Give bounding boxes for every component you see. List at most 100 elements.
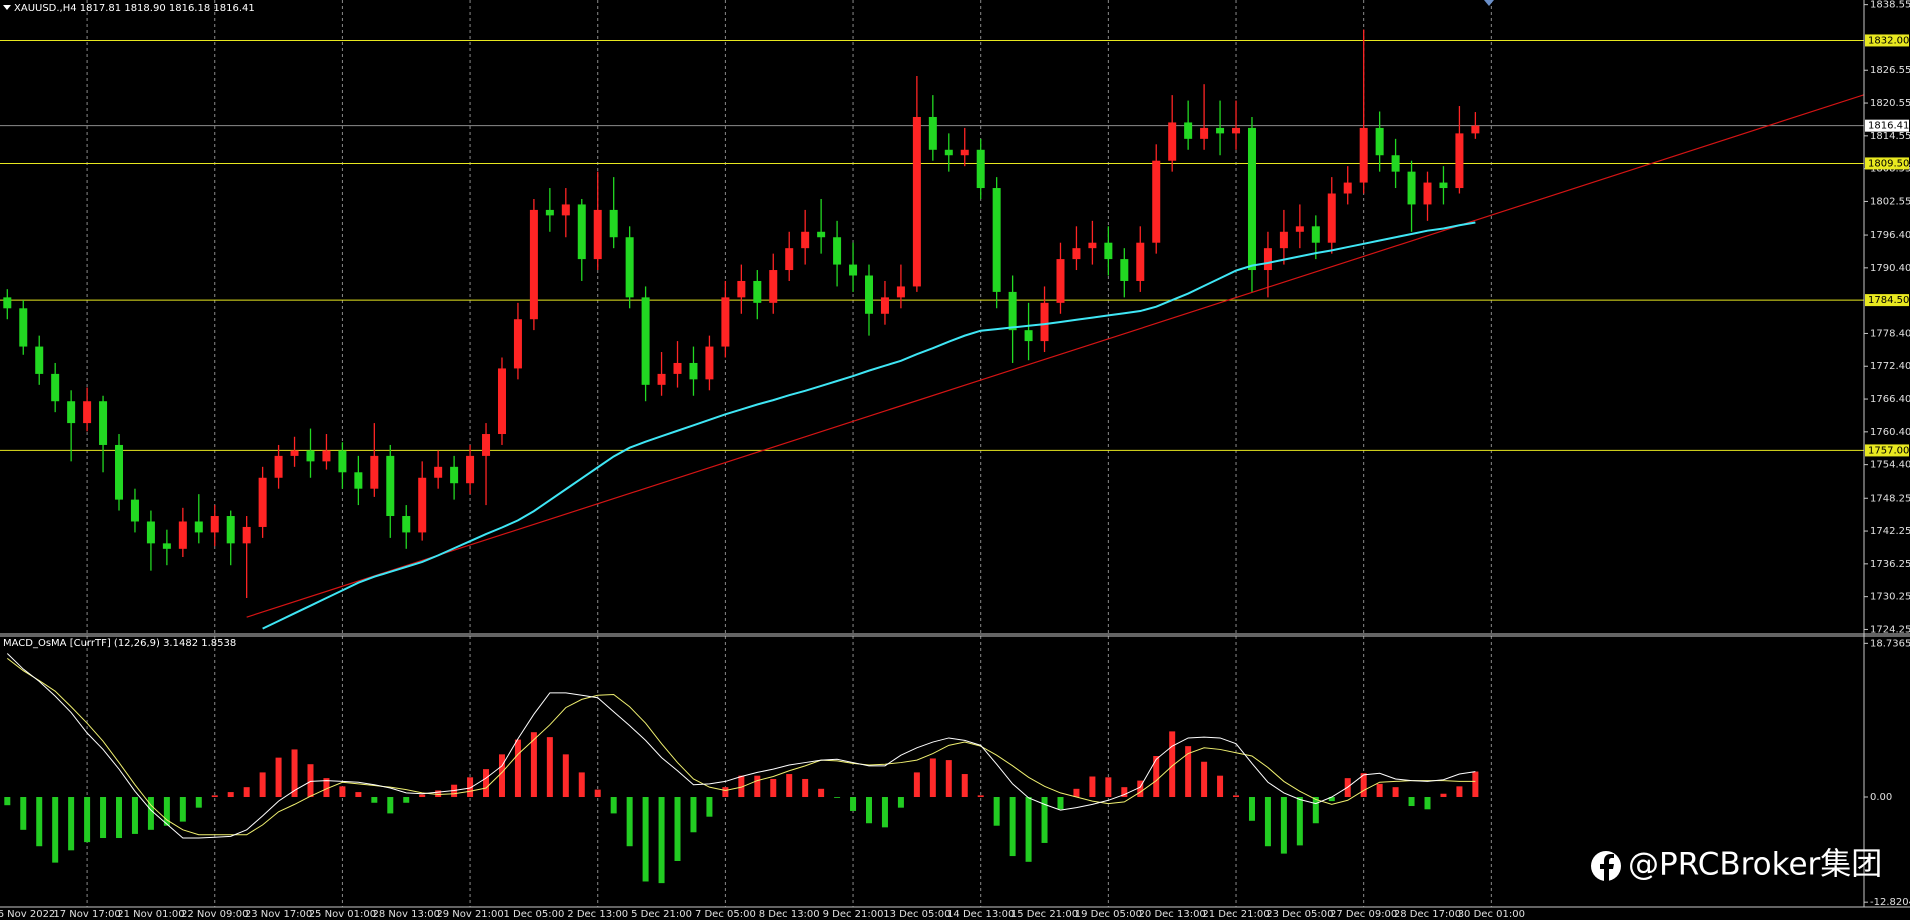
candle-body — [1136, 242, 1145, 281]
y-tick-label: 1778.40 — [1870, 328, 1910, 339]
candle-body — [529, 209, 538, 320]
y-tick-label: 0.00 — [1870, 792, 1892, 803]
osma-bar — [1392, 787, 1399, 798]
trendline — [246, 219, 1476, 618]
candle-body — [115, 444, 124, 500]
y-tick-label: 1742.25 — [1870, 526, 1910, 537]
candle-body — [992, 188, 1001, 292]
candle-body — [226, 516, 235, 544]
candle-body — [99, 401, 108, 445]
x-tick-label: 7 Dec 05:00 — [695, 909, 756, 920]
osma-bar — [642, 797, 649, 882]
osma-bar — [738, 775, 745, 798]
osma-bar — [674, 797, 681, 861]
y-tick-label: 1766.40 — [1870, 394, 1910, 405]
x-tick-label: 23 Dec 05:00 — [1266, 909, 1333, 920]
candle-body — [960, 149, 969, 156]
price-panel — [0, 29, 1864, 630]
osma-bar — [36, 797, 43, 847]
osma-bar — [1312, 797, 1319, 824]
osma-bar — [1169, 731, 1176, 798]
osma-bar — [1280, 797, 1287, 854]
x-tick-label: 14 Dec 13:00 — [947, 909, 1014, 920]
x-tick-label: 1 Dec 05:00 — [503, 909, 564, 920]
candle-body — [513, 319, 522, 369]
osma-bar — [1009, 797, 1016, 857]
candle-body — [1311, 226, 1320, 243]
osma-bar — [1041, 797, 1048, 843]
osma-bar — [1472, 771, 1479, 798]
osma-bar — [1089, 776, 1096, 798]
osma-bar — [1408, 797, 1415, 807]
y-tick-label: 1826.55 — [1870, 65, 1910, 76]
candle-body — [769, 270, 778, 303]
candle-body — [577, 204, 586, 260]
osma-bar — [435, 790, 442, 798]
x-tick-label: 19 Dec 05:00 — [1075, 909, 1142, 920]
candle-body — [1024, 330, 1033, 342]
candle-body — [641, 297, 650, 385]
candle-body — [386, 455, 395, 517]
candle-body — [242, 526, 251, 544]
level-label-box — [1865, 157, 1909, 170]
candle-body — [593, 209, 602, 260]
osma-bar — [1376, 783, 1383, 798]
osma-bar — [419, 794, 426, 798]
y-tick-label: 18.7365 — [1870, 638, 1910, 649]
last-price-label: 1816.41 — [1868, 121, 1909, 132]
candle-body — [1072, 248, 1081, 260]
x-tick-label: 28 Dec 17:00 — [1394, 909, 1461, 920]
osma-bar — [1105, 777, 1112, 798]
x-tick-label: 16 Nov 2022 — [0, 909, 55, 920]
level-label: 1809.50 — [1868, 158, 1909, 169]
osma-bar — [993, 797, 1000, 826]
x-tick-label: 27 Dec 09:00 — [1330, 909, 1397, 920]
osma-bar — [4, 797, 11, 806]
indicator-header: MACD_OsMA [CurrTF] (12,26,9) 3.1482 1.85… — [3, 638, 236, 649]
osma-bar — [307, 764, 314, 798]
x-tick-label: 13 Dec 05:00 — [883, 909, 950, 920]
y-tick-label: 1814.55 — [1870, 131, 1910, 142]
osma-bar — [929, 758, 936, 798]
candle-body — [1008, 291, 1017, 331]
candle-body — [1359, 127, 1368, 183]
osma-bar — [100, 797, 107, 839]
candle-body — [1088, 242, 1097, 249]
osma-bar — [658, 797, 665, 884]
osma-bar — [275, 757, 282, 798]
level-label: 1832.00 — [1868, 35, 1909, 46]
osma-bar — [514, 739, 521, 798]
candle-body — [912, 116, 921, 287]
candle-body — [896, 286, 905, 298]
candle-body — [545, 209, 554, 216]
candle-body — [51, 373, 60, 402]
candle-body — [753, 280, 762, 303]
x-tick-label: 8 Dec 13:00 — [759, 909, 820, 920]
candle-body — [370, 455, 379, 489]
candle-body — [466, 455, 475, 484]
candle-body — [3, 297, 12, 309]
candle-body — [625, 237, 634, 298]
candle-body — [1184, 122, 1193, 139]
osma-bar — [68, 797, 75, 851]
osma-bar — [1073, 788, 1080, 798]
candle-body — [35, 346, 44, 374]
osma-bar — [1185, 746, 1192, 798]
candle-body — [944, 149, 953, 156]
candle-body — [609, 209, 618, 238]
candle-body — [290, 450, 299, 456]
candle-body — [162, 543, 171, 549]
candle-body — [497, 368, 506, 435]
osma-bar — [1360, 773, 1367, 798]
osma-bar — [1201, 761, 1208, 798]
y-tick-label: 1730.25 — [1870, 592, 1910, 603]
x-tick-label: 20 Dec 13:00 — [1139, 909, 1206, 920]
osma-bar — [1025, 797, 1032, 862]
candle-body — [1263, 248, 1272, 271]
osma-bar — [339, 786, 346, 798]
collapse-arrow — [3, 5, 11, 10]
signal-line — [7, 657, 1476, 836]
osma-bar — [754, 775, 761, 798]
